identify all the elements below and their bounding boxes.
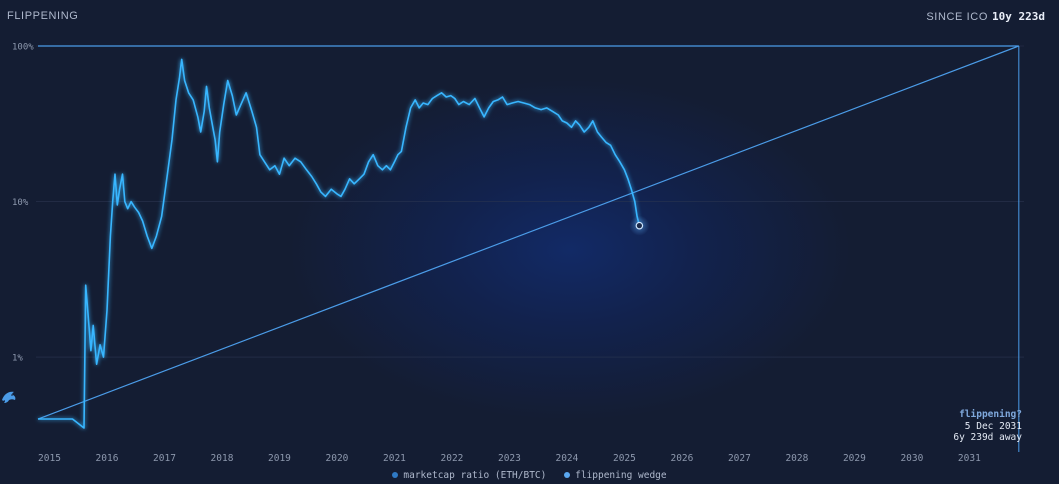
- x-axis-labels: 2015 2016 2017 2018 2019 2020 2021 2022 2023 2024…: [38, 453, 981, 464]
- x-tick-label-2028: 2028: [785, 453, 808, 464]
- x-tick-label-2016: 2016: [96, 453, 119, 464]
- flippening-away: 6y 239d away: [953, 432, 1022, 443]
- current-point-dot[interactable]: [635, 221, 644, 230]
- x-tick-label-2015: 2015: [38, 453, 61, 464]
- legend-ratio-label: marketcap ratio (ETH/BTC): [403, 470, 547, 481]
- legend-wedge-dot: [564, 471, 571, 478]
- x-tick-label-2031: 2031: [958, 453, 981, 464]
- flippening-question: flippening?: [959, 409, 1022, 420]
- y-gridlines: [36, 45, 1024, 358]
- x-tick-label-2018: 2018: [211, 453, 234, 464]
- x-tick-label-2029: 2029: [843, 453, 866, 464]
- since-value: 10y 223d: [992, 10, 1045, 23]
- flippening-wedge: [37, 45, 1020, 452]
- x-tick-label-2030: 2030: [900, 453, 923, 464]
- flippening-date: 5 Dec 2031: [964, 420, 1022, 432]
- legend-item-wedge[interactable]: flippening wedge: [564, 470, 667, 481]
- x-tick-label-2022: 2022: [441, 453, 464, 464]
- legend-item-ratio[interactable]: marketcap ratio (ETH/BTC): [392, 470, 546, 481]
- x-tick-label-2025: 2025: [613, 453, 636, 464]
- flippening-estimate: flippening? 5 Dec 2031 6y 239d away: [953, 409, 1022, 444]
- x-tick-label-2019: 2019: [268, 453, 291, 464]
- x-tick-label-2026: 2026: [670, 453, 693, 464]
- x-tick-label-2020: 2020: [326, 453, 349, 464]
- dolphin-icon: [2, 391, 16, 403]
- since-ico: SINCE ICO 10y 223d: [926, 10, 1045, 23]
- x-tick-label-2024: 2024: [555, 453, 578, 464]
- wedge-diagonal-line: [37, 45, 1020, 420]
- panel-title: FLIPPENING: [7, 10, 79, 22]
- current-point-marker[interactable]: [629, 215, 650, 236]
- x-tick-label-2017: 2017: [153, 453, 176, 464]
- legend-ratio-dot: [392, 471, 399, 478]
- y-tick-label-1: 10%: [12, 198, 29, 208]
- y-tick-label-2: 1%: [12, 354, 23, 364]
- y-axis-labels: 100% 10% 1%: [12, 43, 34, 364]
- x-tick-label-2023: 2023: [498, 453, 521, 464]
- since-label: SINCE ICO: [926, 11, 989, 23]
- x-tick-label-2021: 2021: [383, 453, 406, 464]
- ratio-series: [38, 58, 641, 429]
- chart-legend: marketcap ratio (ETH/BTC) flippening wed…: [0, 470, 1059, 481]
- series-line-0: [38, 58, 641, 429]
- x-tick-label-2027: 2027: [728, 453, 751, 464]
- y-tick-label-0: 100%: [12, 43, 34, 53]
- legend-wedge-label: flippening wedge: [575, 470, 667, 481]
